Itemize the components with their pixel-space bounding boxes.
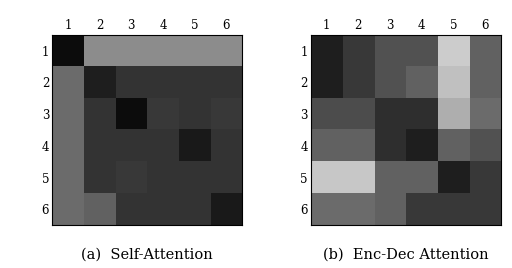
Text: (a)  Self-Attention: (a) Self-Attention (81, 248, 213, 262)
Text: (b)  Enc-Dec Attention: (b) Enc-Dec Attention (323, 248, 488, 262)
